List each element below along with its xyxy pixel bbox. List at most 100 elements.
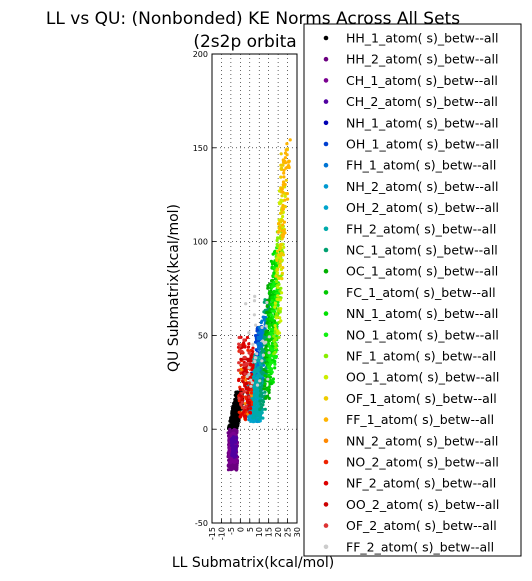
x-tick-label-2: -5 — [227, 527, 236, 535]
series-9-point-99 — [261, 416, 265, 420]
series-10-point-93 — [260, 347, 264, 351]
series-18-point-30 — [282, 175, 286, 179]
legend-marker-15 — [323, 353, 329, 359]
y-tick-label-3: 100 — [193, 238, 208, 247]
legend-marker-6 — [323, 162, 329, 168]
series-14-point-76 — [266, 365, 270, 369]
legend-marker-3 — [323, 99, 329, 104]
series-18-point-29 — [282, 220, 286, 224]
series-17-point-38 — [281, 163, 285, 167]
legend-label-8: OH_2_atom( s)_betw--all — [346, 200, 499, 215]
series-12-point-71 — [265, 338, 269, 342]
series-23-point-12 — [238, 349, 242, 353]
legend-label-10: NC_1_atom( s)_betw--all — [346, 243, 498, 258]
series-17-point-12 — [278, 263, 282, 267]
series-2-point-32 — [231, 431, 235, 435]
legend-box — [303, 23, 522, 557]
series-0-point-334 — [233, 397, 237, 402]
series-8-point-146 — [251, 420, 255, 424]
series-24-point-14 — [253, 294, 257, 298]
series-24-point-5 — [260, 325, 264, 329]
legend-marker-4 — [323, 120, 329, 126]
series-17-point-27 — [275, 258, 279, 262]
series-23-point-24 — [244, 404, 248, 408]
series-15-point-54 — [277, 282, 281, 286]
series-14-point-53 — [270, 331, 274, 335]
series-6-point-130 — [261, 330, 265, 334]
series-18-point-26 — [281, 229, 285, 233]
series-18-point-6 — [281, 203, 285, 208]
series-15-point-52 — [272, 334, 276, 338]
legend-label-16: OO_1_atom( s)_betw--all — [346, 370, 499, 385]
legend-marker-0 — [323, 35, 329, 41]
series-13-point-32 — [272, 290, 276, 294]
series-23-point-5 — [237, 396, 241, 400]
series-0-point-316 — [233, 409, 237, 413]
series-24-point-4 — [249, 378, 253, 382]
plot-frame — [211, 53, 298, 524]
series-14-point-79 — [275, 291, 279, 295]
series-24-points — [244, 294, 271, 388]
legend-marker-24 — [323, 544, 329, 550]
series-24-point-12 — [264, 324, 268, 328]
series-18-point-42 — [287, 159, 291, 163]
series-9-point-129 — [258, 374, 262, 378]
series-6-point-143 — [261, 315, 265, 319]
series-20-point-53 — [240, 375, 244, 380]
series-18-points — [276, 138, 292, 239]
legend-marker-18 — [323, 417, 329, 422]
series-21-point-59 — [251, 365, 255, 369]
series-12-point-66 — [268, 290, 272, 294]
series-6-point-167 — [257, 345, 261, 349]
series-22-point-15 — [238, 387, 242, 392]
series-13-point-68 — [273, 366, 277, 370]
series-21-point-32 — [250, 367, 254, 372]
series-17-point-33 — [280, 251, 284, 255]
series-16-point-43 — [281, 214, 285, 219]
series-24-point-9 — [254, 323, 258, 327]
series-12-point-79 — [263, 382, 267, 386]
legend-marker-11 — [323, 268, 329, 274]
legend-marker-12 — [323, 290, 329, 295]
series-18-point-33 — [281, 180, 286, 184]
series-3-point-39 — [234, 453, 238, 458]
series-17-point-40 — [276, 268, 280, 272]
series-20-point-41 — [244, 395, 248, 399]
series-18-point-3 — [277, 222, 281, 226]
series-13-point-76 — [272, 271, 276, 275]
series-16-point-6 — [278, 298, 282, 302]
y-tick-label-5: 200 — [193, 50, 208, 59]
series-14-point-51 — [267, 369, 271, 373]
legend-label-14: NO_1_atom( s)_betw--all — [346, 327, 499, 342]
series-3-point-42 — [231, 443, 235, 447]
legend-label-21: NF_2_atom( s)_betw--all — [346, 476, 496, 491]
legend-marker-2 — [323, 78, 329, 83]
series-23-point-16 — [247, 395, 251, 399]
legend-label-0: HH_1_atom( s)_betw--all — [346, 31, 499, 46]
series-16-point-44 — [274, 316, 278, 320]
series-18-point-34 — [281, 190, 285, 194]
legend-label-11: OC_1_atom( s)_betw--all — [346, 264, 498, 279]
series-10-point-94 — [259, 402, 263, 406]
series-19-point-1 — [245, 412, 249, 416]
legend-label-1: HH_2_atom( s)_betw--all — [346, 52, 499, 67]
series-15-point-28 — [273, 342, 277, 346]
series-16-point-58 — [279, 201, 283, 205]
legend-label-9: FH_2_atom( s)_betw--all — [346, 221, 496, 236]
series-5-point-103 — [253, 334, 258, 338]
series-17-point-53 — [278, 260, 282, 264]
series-24-point-2 — [244, 302, 248, 306]
series-10-point-22 — [263, 390, 267, 394]
series-14-point-88 — [274, 356, 278, 360]
series-17-point-11 — [283, 205, 287, 209]
series-24-point-21 — [255, 352, 259, 356]
series-24-point-7 — [254, 356, 258, 360]
series-12-point-49 — [263, 374, 267, 378]
series-20-point-28 — [249, 388, 254, 392]
series-18-point-28 — [282, 171, 286, 175]
series-24-point-19 — [258, 379, 262, 383]
series-9-point-72 — [251, 416, 255, 420]
series-20-point-4 — [249, 391, 254, 395]
series-21-point-40 — [242, 414, 246, 418]
series-9-point-133 — [258, 413, 262, 417]
